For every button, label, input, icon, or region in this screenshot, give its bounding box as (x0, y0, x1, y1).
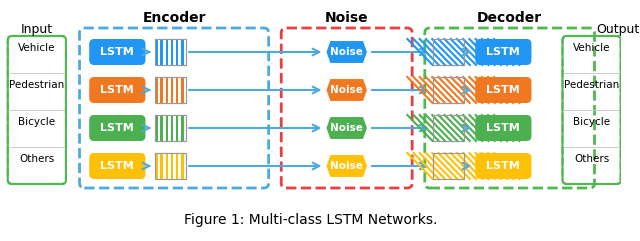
Bar (433, 77, 463, 103)
Text: Bicycle: Bicycle (19, 117, 56, 127)
Bar (433, 39, 463, 65)
Polygon shape (325, 116, 368, 140)
Bar (433, 153, 463, 179)
Text: Noise: Noise (330, 85, 363, 95)
Text: Decoder: Decoder (477, 11, 542, 25)
Text: Input: Input (20, 24, 53, 36)
Text: Vehicle: Vehicle (573, 43, 611, 53)
Bar (171, 153, 173, 179)
FancyBboxPatch shape (8, 36, 66, 184)
FancyBboxPatch shape (89, 39, 145, 65)
Text: LSTM: LSTM (100, 161, 134, 171)
Bar (166, 115, 168, 141)
Polygon shape (325, 40, 368, 64)
Bar (433, 153, 463, 179)
Bar (161, 153, 163, 179)
Bar (155, 39, 186, 65)
Text: Noise: Noise (325, 11, 369, 25)
FancyBboxPatch shape (89, 153, 145, 179)
Bar (155, 39, 158, 65)
Bar (161, 115, 163, 141)
Text: Pedestrian: Pedestrian (564, 80, 620, 90)
Bar (155, 39, 186, 65)
Bar (155, 115, 186, 141)
Polygon shape (325, 78, 368, 102)
Text: LSTM: LSTM (486, 161, 520, 171)
Bar (155, 153, 186, 179)
Text: Noise: Noise (330, 161, 363, 171)
Text: Bicycle: Bicycle (573, 117, 610, 127)
Bar (181, 115, 184, 141)
Bar (176, 115, 179, 141)
Text: Others: Others (19, 154, 54, 164)
Bar (433, 39, 463, 65)
Bar (181, 77, 184, 103)
Bar (155, 77, 186, 103)
Bar (166, 39, 168, 65)
Bar (433, 77, 463, 103)
Text: LSTM: LSTM (100, 47, 134, 57)
Text: LSTM: LSTM (100, 123, 134, 133)
Bar (155, 115, 158, 141)
Text: Output: Output (596, 24, 639, 36)
Bar (171, 77, 173, 103)
FancyBboxPatch shape (89, 77, 145, 103)
Text: Pedestrian: Pedestrian (9, 80, 65, 90)
Bar (171, 39, 173, 65)
FancyBboxPatch shape (89, 115, 145, 141)
Bar (155, 115, 186, 141)
Bar (171, 115, 173, 141)
Bar (161, 77, 163, 103)
Text: Encoder: Encoder (142, 11, 206, 25)
Text: Figure 1: Multi-class LSTM Networks.: Figure 1: Multi-class LSTM Networks. (184, 213, 437, 227)
Bar (181, 153, 184, 179)
FancyBboxPatch shape (476, 153, 531, 179)
FancyBboxPatch shape (476, 115, 531, 141)
Text: LSTM: LSTM (100, 85, 134, 95)
Text: LSTM: LSTM (486, 85, 520, 95)
Bar (161, 39, 163, 65)
Bar (433, 115, 463, 141)
FancyBboxPatch shape (476, 39, 531, 65)
Bar (155, 153, 186, 179)
Bar (176, 77, 179, 103)
Polygon shape (325, 154, 368, 178)
FancyBboxPatch shape (563, 36, 621, 184)
Bar (155, 153, 158, 179)
Text: Noise: Noise (330, 47, 363, 57)
Bar (433, 115, 463, 141)
Bar (166, 77, 168, 103)
FancyBboxPatch shape (476, 77, 531, 103)
Bar (155, 77, 186, 103)
Bar (181, 39, 184, 65)
Text: Others: Others (574, 154, 609, 164)
Text: LSTM: LSTM (486, 47, 520, 57)
Text: LSTM: LSTM (486, 123, 520, 133)
Bar (176, 39, 179, 65)
Bar (155, 77, 158, 103)
Text: Noise: Noise (330, 123, 363, 133)
Bar (166, 153, 168, 179)
Bar (176, 153, 179, 179)
Text: Vehicle: Vehicle (18, 43, 56, 53)
